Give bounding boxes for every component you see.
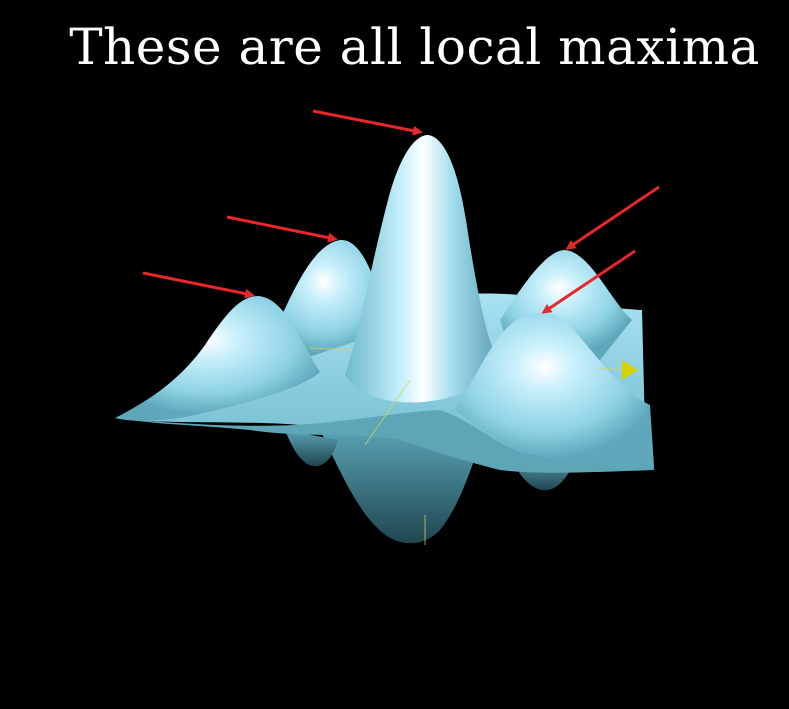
arrow-left-peak <box>142 271 255 299</box>
arrow-front-right-peak <box>541 249 636 314</box>
peak-left <box>115 296 320 421</box>
surface-front-ridge <box>115 410 654 473</box>
axis-cone-icon <box>622 360 638 380</box>
axis-line-2 <box>364 379 411 446</box>
title-text: These are all local maxima <box>69 18 760 76</box>
arrow-center-peak <box>312 109 423 136</box>
valley-left <box>285 430 338 467</box>
arrow-back-right-peak <box>565 185 660 250</box>
peak-front-right <box>455 312 654 466</box>
valley-center <box>320 430 480 544</box>
arrow-back-left-peak <box>226 215 338 243</box>
axis-line-1 <box>309 347 351 351</box>
maxima-arrows <box>142 109 660 314</box>
peak-center <box>345 135 500 403</box>
